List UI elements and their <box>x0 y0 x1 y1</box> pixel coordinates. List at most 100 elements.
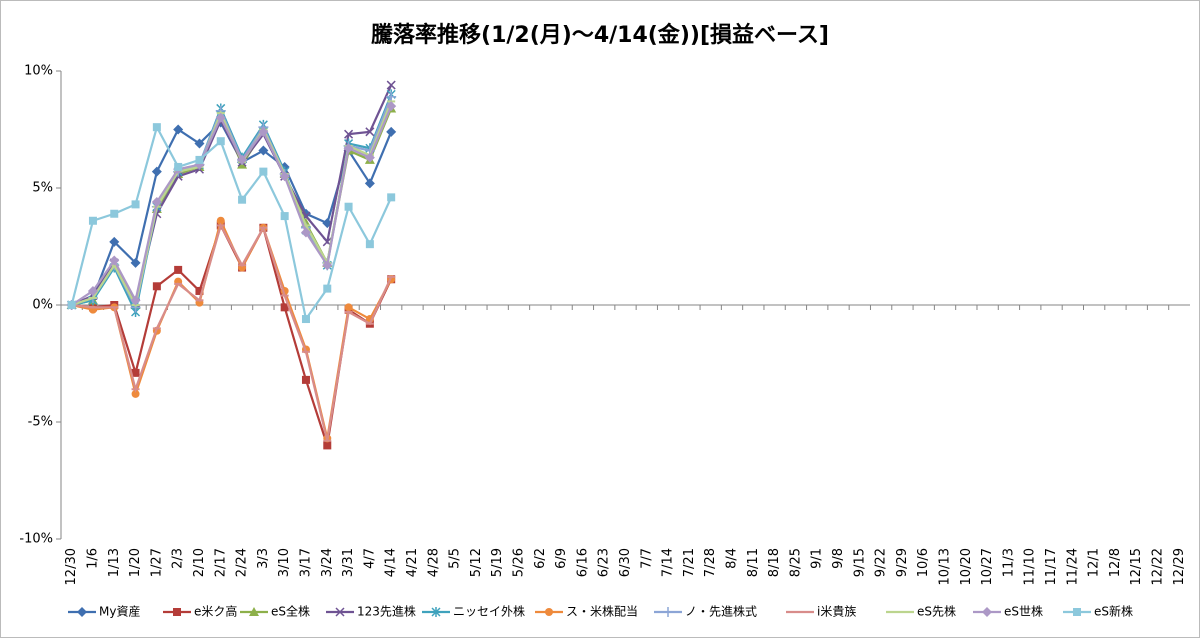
x-tick-label: 6/2 <box>533 548 548 569</box>
legend-label: eS先株 <box>917 604 956 619</box>
x-tick-label: 9/29 <box>895 548 910 577</box>
marker <box>110 209 119 218</box>
series-line <box>71 105 393 306</box>
x-tick-label: 11/10 <box>1023 548 1038 585</box>
x-tick-label: 12/8 <box>1108 548 1123 577</box>
x-tick-label: 1/20 <box>128 548 143 577</box>
marker <box>151 197 162 208</box>
marker <box>173 124 184 135</box>
marker <box>365 127 375 137</box>
x-tick-label: 7/14 <box>661 548 676 577</box>
legend-item: e米ク高 <box>163 604 237 619</box>
marker <box>280 212 289 221</box>
marker <box>67 301 76 309</box>
x-tick-label: 2/24 <box>235 548 250 577</box>
marker <box>663 607 673 617</box>
x-tick-label: 11/17 <box>1044 548 1059 585</box>
legend-item: eS新株 <box>1063 604 1133 619</box>
legend-item: eS先株 <box>886 604 956 619</box>
marker <box>109 236 120 247</box>
marker <box>152 123 161 132</box>
x-tick-label: 3/24 <box>320 548 335 577</box>
marker <box>386 91 397 102</box>
marker <box>131 200 140 209</box>
marker <box>1073 608 1081 616</box>
x-tick-label: 7/21 <box>682 548 697 577</box>
x-tick-label: 12/22 <box>1151 548 1166 585</box>
marker <box>152 282 161 291</box>
x-tick-label: 9/15 <box>852 548 867 577</box>
marker <box>279 171 290 182</box>
x-tick-label: 1/27 <box>149 548 164 577</box>
x-tick-label: 10/20 <box>959 548 974 585</box>
x-tick-label: 7/7 <box>639 548 654 569</box>
marker <box>387 193 396 202</box>
x-tick-label: 5/5 <box>448 548 463 569</box>
marker <box>259 167 268 176</box>
legend-item: i米貴族 <box>786 605 856 619</box>
x-tick-label: 6/23 <box>597 548 612 577</box>
x-tick-label: 1/6 <box>85 548 100 569</box>
legend-label: ニッセイ外株 <box>453 604 525 619</box>
marker <box>301 315 310 324</box>
legend-item: eS世株 <box>973 604 1043 619</box>
marker <box>131 368 140 377</box>
marker <box>386 80 396 90</box>
series <box>67 222 396 442</box>
marker <box>216 216 225 225</box>
legend-label: eS新株 <box>1094 604 1133 619</box>
legend-item: ニッセイ外株 <box>422 604 525 619</box>
legend-item: 123先進株 <box>326 604 416 619</box>
x-tick-label: 10/6 <box>916 548 931 577</box>
x-tick-label: 6/16 <box>575 548 590 577</box>
marker <box>238 195 247 204</box>
x-tick-label: 3/17 <box>298 548 313 577</box>
series-line <box>71 222 393 441</box>
marker <box>249 607 259 616</box>
marker <box>982 607 992 617</box>
x-tick-label: 9/8 <box>831 548 846 569</box>
legend-label: eS世株 <box>1004 604 1043 619</box>
x-tick-label: 5/26 <box>511 548 526 577</box>
x-tick-label: 11/3 <box>1001 548 1016 577</box>
marker <box>344 129 354 139</box>
x-tick-label: 10/13 <box>938 548 953 585</box>
marker <box>335 607 345 617</box>
x-tick-label: 5/19 <box>490 548 505 577</box>
marker <box>174 265 183 274</box>
marker <box>300 227 311 238</box>
x-tick-label: 6/9 <box>554 548 569 569</box>
marker <box>173 608 181 616</box>
x-tick-label: 3/10 <box>277 548 292 577</box>
marker <box>258 145 269 156</box>
marker <box>344 202 353 211</box>
marker <box>344 303 353 312</box>
marker <box>365 240 374 249</box>
marker <box>195 286 204 295</box>
legend-label: i米貴族 <box>817 605 856 619</box>
marker <box>431 607 441 617</box>
x-tick-label: 2/3 <box>171 548 186 569</box>
x-tick-label: 8/4 <box>725 548 740 569</box>
x-tick-label: 4/14 <box>384 548 399 577</box>
x-tick-label: 6/30 <box>618 548 633 577</box>
marker <box>130 295 141 306</box>
marker <box>280 303 289 312</box>
legend-label: e米ク高 <box>194 604 237 619</box>
x-tick-label: 12/29 <box>1172 548 1187 585</box>
x-tick-label: 3/31 <box>341 548 356 577</box>
x-tick-label: 2/10 <box>192 548 207 577</box>
x-tick-label: 9/22 <box>874 548 889 577</box>
legend-label: My資産 <box>99 604 140 619</box>
x-tick-label: 1/13 <box>107 548 122 577</box>
marker <box>237 154 248 165</box>
marker <box>216 137 225 146</box>
marker <box>130 257 141 268</box>
marker <box>87 285 98 296</box>
x-tick-label: 4/21 <box>405 548 420 577</box>
x-tick-label: 10/27 <box>980 548 995 585</box>
marker <box>77 607 87 617</box>
marker <box>364 178 375 189</box>
